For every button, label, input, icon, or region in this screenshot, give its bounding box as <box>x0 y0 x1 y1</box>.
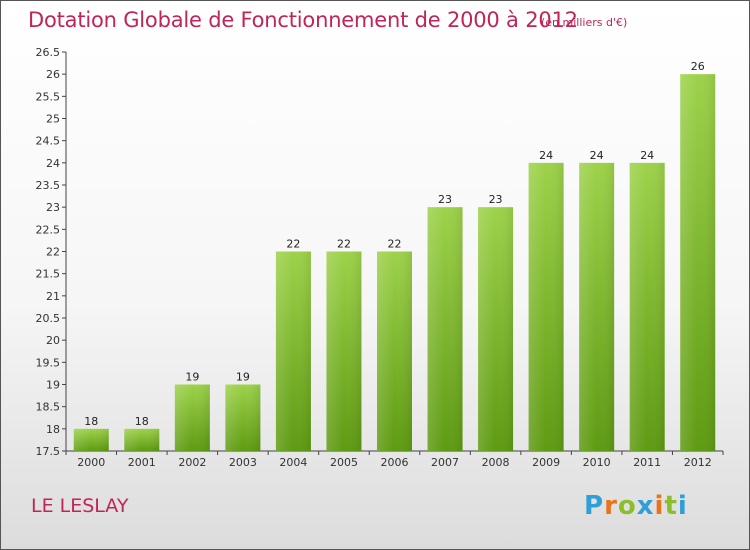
data-label: 18 <box>84 415 98 428</box>
logo-letter: P <box>584 491 605 521</box>
x-tick-label: 2012 <box>684 456 712 469</box>
logo-letter: i <box>654 491 665 521</box>
data-label: 19 <box>185 371 199 384</box>
bar-shade <box>377 251 412 451</box>
proxiti-logo: Proxiti <box>584 491 688 521</box>
data-label: 26 <box>691 60 705 73</box>
y-tick-label: 19 <box>46 379 60 392</box>
data-label: 18 <box>135 415 149 428</box>
x-tick-label: 2010 <box>583 456 611 469</box>
logo-letter: t <box>664 491 678 521</box>
x-tick-label: 2001 <box>128 456 156 469</box>
x-tick-label: 2004 <box>279 456 307 469</box>
logo-letter: o <box>617 491 637 521</box>
bar-shade <box>124 428 160 451</box>
chart-title: Dotation Globale de Fonctionnement de 20… <box>28 8 578 32</box>
y-tick-label: 20.5 <box>36 312 61 325</box>
y-tick-label: 17.5 <box>36 445 61 458</box>
y-tick-label: 26.5 <box>36 46 61 59</box>
data-label: 24 <box>539 149 553 162</box>
x-tick-label: 2000 <box>77 456 105 469</box>
data-label: 24 <box>590 149 604 162</box>
bar-shade <box>579 162 615 452</box>
bar-shade <box>680 74 716 452</box>
y-tick-label: 19.5 <box>36 356 61 369</box>
bar-shade <box>478 207 514 451</box>
logo-letter: x <box>636 491 655 521</box>
y-tick-label: 25.5 <box>36 90 61 103</box>
y-tick-label: 25 <box>46 113 60 126</box>
bar-shade <box>326 251 362 451</box>
logo-letter: r <box>604 491 618 521</box>
y-tick-label: 22.5 <box>36 223 61 236</box>
y-tick-label: 23 <box>46 201 60 214</box>
y-tick-label: 20 <box>46 334 60 347</box>
x-tick-label: 2005 <box>330 456 358 469</box>
y-tick-label: 18.5 <box>36 401 61 414</box>
chart-unit: (en milliers d'€) <box>541 16 628 29</box>
bar-shade <box>225 384 261 451</box>
logo-letter: i <box>677 491 688 521</box>
bar-shade <box>73 428 109 451</box>
y-tick-label: 21.5 <box>36 268 61 281</box>
y-tick-label: 24 <box>46 157 60 170</box>
bar-shade <box>528 162 564 452</box>
y-tick-label: 21 <box>46 290 60 303</box>
x-tick-label: 2007 <box>431 456 459 469</box>
x-tick-label: 2003 <box>229 456 257 469</box>
x-tick-label: 2009 <box>532 456 560 469</box>
x-tick-label: 2008 <box>482 456 510 469</box>
bar-shade <box>275 251 311 451</box>
data-label: 22 <box>337 238 351 251</box>
x-tick-label: 2006 <box>381 456 409 469</box>
data-label: 23 <box>489 193 503 206</box>
bar-shade <box>629 162 665 452</box>
y-tick-label: 26 <box>46 68 60 81</box>
y-tick-label: 18 <box>46 423 60 436</box>
data-label: 19 <box>236 371 250 384</box>
x-tick-label: 2011 <box>633 456 661 469</box>
bar-shade <box>174 384 210 451</box>
town-name: LE LESLAY <box>31 495 129 517</box>
data-label: 24 <box>640 149 654 162</box>
x-tick-label: 2002 <box>178 456 206 469</box>
y-tick-label: 24.5 <box>36 135 61 148</box>
data-label: 23 <box>438 193 452 206</box>
y-tick-label: 23.5 <box>36 179 61 192</box>
data-label: 22 <box>388 238 402 251</box>
data-label: 22 <box>286 238 300 251</box>
bar-shade <box>427 207 463 451</box>
y-tick-label: 22 <box>46 246 60 259</box>
